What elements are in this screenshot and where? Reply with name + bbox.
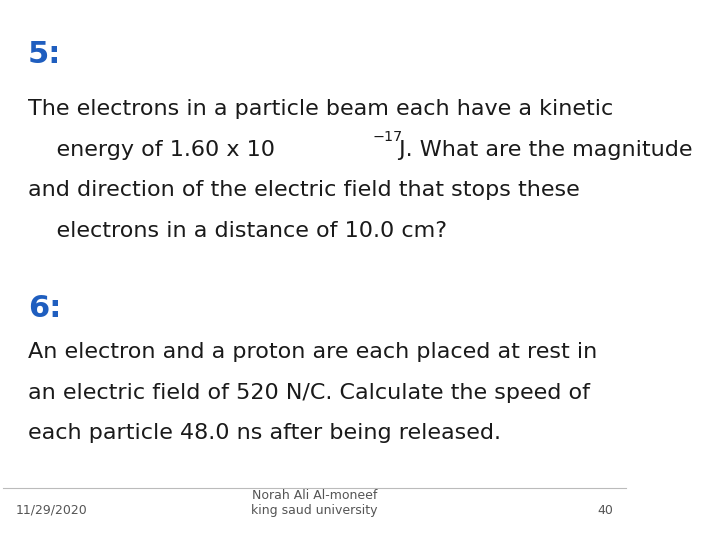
Text: each particle 48.0 ns after being released.: each particle 48.0 ns after being releas…	[27, 423, 500, 443]
Text: The electrons in a particle beam each have a kinetic: The electrons in a particle beam each ha…	[27, 99, 613, 119]
Text: electrons in a distance of 10.0 cm?: electrons in a distance of 10.0 cm?	[27, 221, 446, 241]
Text: Norah Ali Al-moneef
king saud university: Norah Ali Al-moneef king saud university	[251, 489, 377, 517]
Text: and direction of the electric field that stops these: and direction of the electric field that…	[27, 180, 580, 200]
Text: −17: −17	[372, 130, 402, 144]
Text: an electric field of 520 N/C. Calculate the speed of: an electric field of 520 N/C. Calculate …	[27, 383, 590, 403]
Text: energy of 1.60 x 10: energy of 1.60 x 10	[27, 140, 275, 160]
Text: J. What are the magnitude: J. What are the magnitude	[392, 140, 693, 160]
Text: An electron and a proton are each placed at rest in: An electron and a proton are each placed…	[27, 342, 597, 362]
Text: 40: 40	[598, 504, 613, 517]
Text: 6:: 6:	[27, 294, 61, 323]
Text: 5:: 5:	[27, 40, 61, 69]
Text: 11/29/2020: 11/29/2020	[15, 504, 87, 517]
